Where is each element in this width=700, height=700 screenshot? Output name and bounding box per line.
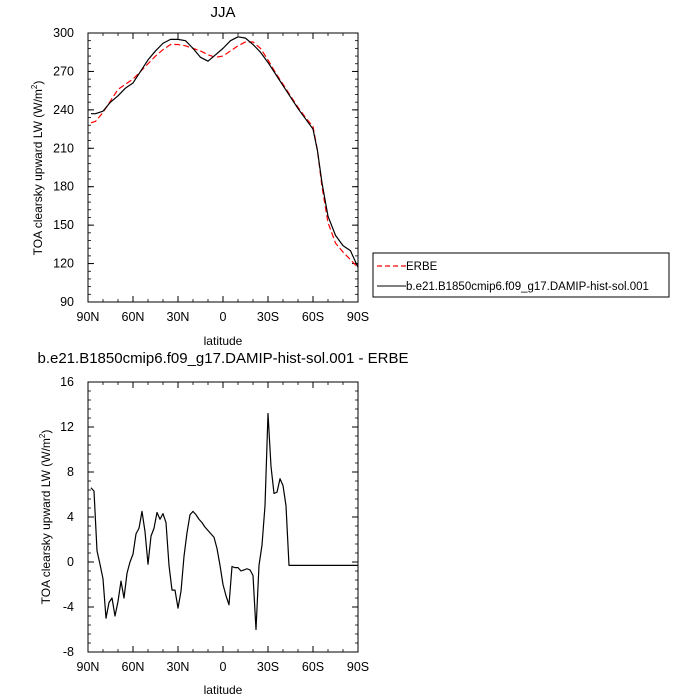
y-tick-label: 300 <box>53 26 74 40</box>
chart-title: b.e21.B1850cmip6.f09_g17.DAMIP-hist-sol.… <box>37 350 408 367</box>
x-tick-label: 90S <box>347 660 369 674</box>
legend-box <box>372 252 670 298</box>
y-tick-label: 210 <box>53 141 74 155</box>
y-axis-label-text: TOA clearsky upward LW (W/m <box>31 89 45 255</box>
x-tick-label: 60S <box>302 660 324 674</box>
y-tick-label: -8 <box>63 645 74 659</box>
y-tick-label: 120 <box>53 257 74 271</box>
x-axis-label: latitude <box>204 334 243 348</box>
difference-panel: b.e21.B1850cmip6.f09_g17.DAMIP-hist-sol.… <box>37 350 408 697</box>
y-axis-label-superscript: 2 <box>30 84 39 89</box>
y-tick-label: 150 <box>53 218 74 232</box>
legend: ERBE b.e21.B1850cmip6.f09_g17.DAMIP-hist… <box>372 252 670 298</box>
x-tick-label: 0 <box>220 310 227 324</box>
y-tick-label: 270 <box>53 64 74 78</box>
x-tick-label: 30N <box>167 310 190 324</box>
chart-title: JJA <box>210 4 235 21</box>
plot-frame <box>87 381 359 653</box>
y-axis-label-superscript: 2 <box>38 433 47 438</box>
y-axis-label-close: ) <box>39 430 53 434</box>
x-tick-label: 60S <box>302 310 324 324</box>
x-tick-label: 90N <box>77 310 100 324</box>
climatology-panel: JJA 90N 60N 30N 0 30S 60S 90S 90 120 150 180 210 240… <box>30 4 670 348</box>
y-tick-label: 8 <box>67 465 74 479</box>
climatology-axes: 90N 60N 30N 0 30S 60S 90S 90 120 150 180 210 240 270 3… <box>53 26 369 324</box>
y-axis-label-close: ) <box>31 81 45 85</box>
difference-plot-area <box>90 412 358 631</box>
y-axis-label-text: TOA clearsky upward LW (W/m <box>39 438 53 604</box>
x-tick-label: 90N <box>77 660 100 674</box>
x-tick-label: 60N <box>122 660 145 674</box>
y-tick-label: 240 <box>53 103 74 117</box>
x-tick-label: 30S <box>257 310 279 324</box>
legend-label-model: b.e21.B1850cmip6.f09_g17.DAMIP-hist-sol.… <box>406 281 649 293</box>
legend-label-erbe: ERBE <box>406 261 438 273</box>
x-tick-label: 0 <box>220 660 227 674</box>
y-tick-label: 4 <box>67 510 74 524</box>
difference-axes: 90N 60N 30N 0 30S 60S 90S -8 -4 0 4 8 12 16 <box>60 375 369 674</box>
y-tick-label: 12 <box>60 420 74 434</box>
y-tick-label: 90 <box>60 295 74 309</box>
x-tick-label: 30S <box>257 660 279 674</box>
x-tick-label: 30N <box>167 660 190 674</box>
y-tick-label: 180 <box>53 180 74 194</box>
x-axis-label: latitude <box>204 683 243 697</box>
y-tick-label: 0 <box>67 555 74 569</box>
series-line-1 <box>91 36 359 268</box>
plot-frame <box>87 32 359 303</box>
x-tick-label: 90S <box>347 310 369 324</box>
y-axis-label: TOA clearsky upward LW (W/m2) <box>30 81 45 256</box>
series-line-0 <box>90 412 358 631</box>
y-axis-label: TOA clearsky upward LW (W/m2) <box>38 430 53 605</box>
y-tick-label: -4 <box>63 600 74 614</box>
x-tick-label: 60N <box>122 310 145 324</box>
y-tick-label: 16 <box>60 375 74 389</box>
climatology-plot-area <box>90 36 359 268</box>
